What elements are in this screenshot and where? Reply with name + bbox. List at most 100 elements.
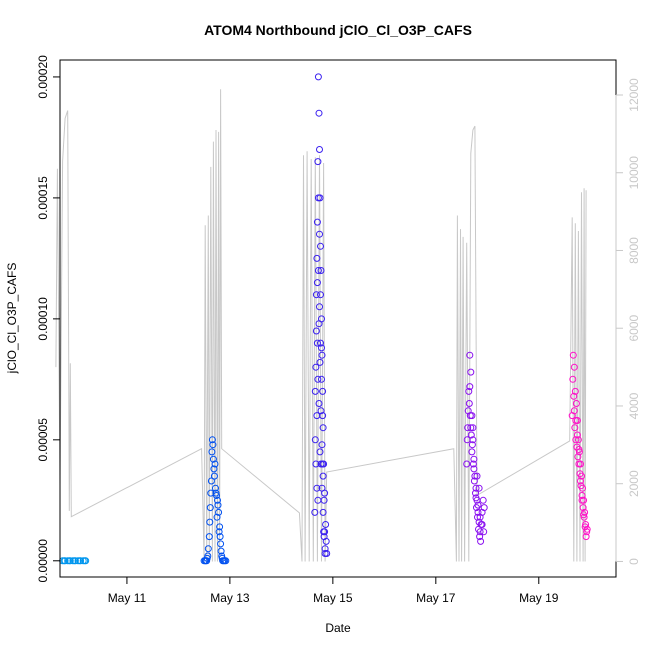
data-point (570, 407, 578, 415)
data-point (570, 363, 578, 371)
x-tick-label: May 11 (108, 591, 147, 605)
data-point (572, 417, 580, 424)
data-point (578, 496, 586, 504)
data-point (319, 472, 327, 480)
data-point (321, 545, 329, 553)
data-point (467, 431, 475, 439)
data-point (322, 537, 330, 545)
data-point (208, 436, 216, 444)
data-point (213, 513, 221, 521)
data-point (575, 446, 583, 453)
y2-tick-label: 4000 (627, 392, 641, 419)
data-point (319, 508, 327, 516)
data-point (311, 508, 319, 516)
data-point (210, 472, 218, 480)
data-point (468, 441, 476, 449)
data-point (478, 521, 486, 528)
data-point (320, 528, 328, 536)
data-point (315, 320, 323, 328)
data-point (475, 484, 483, 492)
data-point (316, 146, 323, 153)
data-point (580, 511, 588, 519)
data-point (317, 339, 324, 347)
data-point (311, 436, 319, 444)
data-point (65, 557, 73, 565)
data-point (473, 472, 481, 480)
data-point (81, 557, 89, 565)
data-point (569, 375, 577, 383)
data-point (573, 431, 581, 439)
data-point (208, 448, 216, 456)
data-point (469, 460, 477, 468)
data-point (314, 73, 322, 81)
data-point (578, 492, 586, 499)
data-point (467, 368, 475, 376)
data-point (577, 482, 585, 490)
chart-title: ATOM4 Northbound jClO_Cl_O3P_CAFS (204, 22, 472, 38)
data-point (313, 279, 321, 287)
data-point (480, 504, 488, 512)
data-point (207, 489, 215, 497)
data-point (204, 545, 212, 553)
data-point (313, 484, 321, 492)
data-point (211, 460, 219, 468)
x-axis: May 11 May 13 May 15 May 17 May 19 (108, 576, 559, 605)
data-point (472, 484, 480, 492)
points-layer (59, 73, 591, 565)
data-point (207, 477, 215, 485)
data-point (468, 448, 476, 456)
data-point (210, 465, 218, 473)
data-point (317, 267, 325, 274)
data-point (312, 291, 320, 299)
data-point (480, 528, 488, 536)
data-point (321, 489, 329, 497)
data-point (316, 448, 324, 456)
y-tick-label: 0.00005 (36, 418, 50, 462)
x-axis-label: Date (325, 621, 351, 635)
y2-axis: 0 2000 4000 6000 8000 10000 12000 (615, 78, 641, 565)
data-point (474, 513, 481, 521)
y2-tick-label: 2000 (627, 470, 641, 497)
data-point (317, 291, 324, 299)
data-point (469, 424, 477, 432)
y-axis-label: jClO_Cl_O3P_CAFS (5, 263, 19, 375)
data-point (466, 351, 474, 359)
data-point (316, 303, 323, 311)
data-point (472, 494, 480, 502)
data-point (323, 550, 331, 557)
data-point (574, 453, 582, 461)
data-point (319, 424, 327, 432)
data-point (215, 528, 223, 536)
data-point (465, 387, 473, 395)
data-point (470, 455, 478, 463)
data-point (318, 375, 325, 383)
secondary-series-line (55, 89, 587, 562)
y2-tick-label: 10000 (627, 156, 641, 190)
data-point (203, 554, 211, 562)
data-point (476, 533, 484, 541)
data-point (571, 387, 579, 395)
x-tick-label: May 13 (210, 591, 250, 605)
data-point (463, 460, 471, 468)
data-point (212, 484, 219, 492)
y-axis: 0.00000 0.00005 0.00010 0.00015 0.00020 (36, 55, 61, 582)
data-point (464, 424, 472, 432)
data-point (313, 412, 321, 420)
data-point (476, 513, 484, 521)
y2-tick-label: 6000 (627, 315, 641, 342)
data-point (314, 267, 322, 274)
data-point (317, 242, 324, 250)
data-point (464, 407, 472, 415)
data-point (569, 351, 577, 359)
data-point (313, 254, 321, 262)
data-point (314, 158, 322, 166)
data-point (209, 441, 217, 449)
data-point (467, 424, 475, 432)
x-tick-label: May 17 (416, 591, 456, 605)
data-point (477, 537, 485, 545)
data-point (318, 344, 325, 352)
data-point (572, 436, 580, 444)
data-point (312, 460, 320, 468)
y2-tick-label: 8000 (627, 237, 641, 264)
